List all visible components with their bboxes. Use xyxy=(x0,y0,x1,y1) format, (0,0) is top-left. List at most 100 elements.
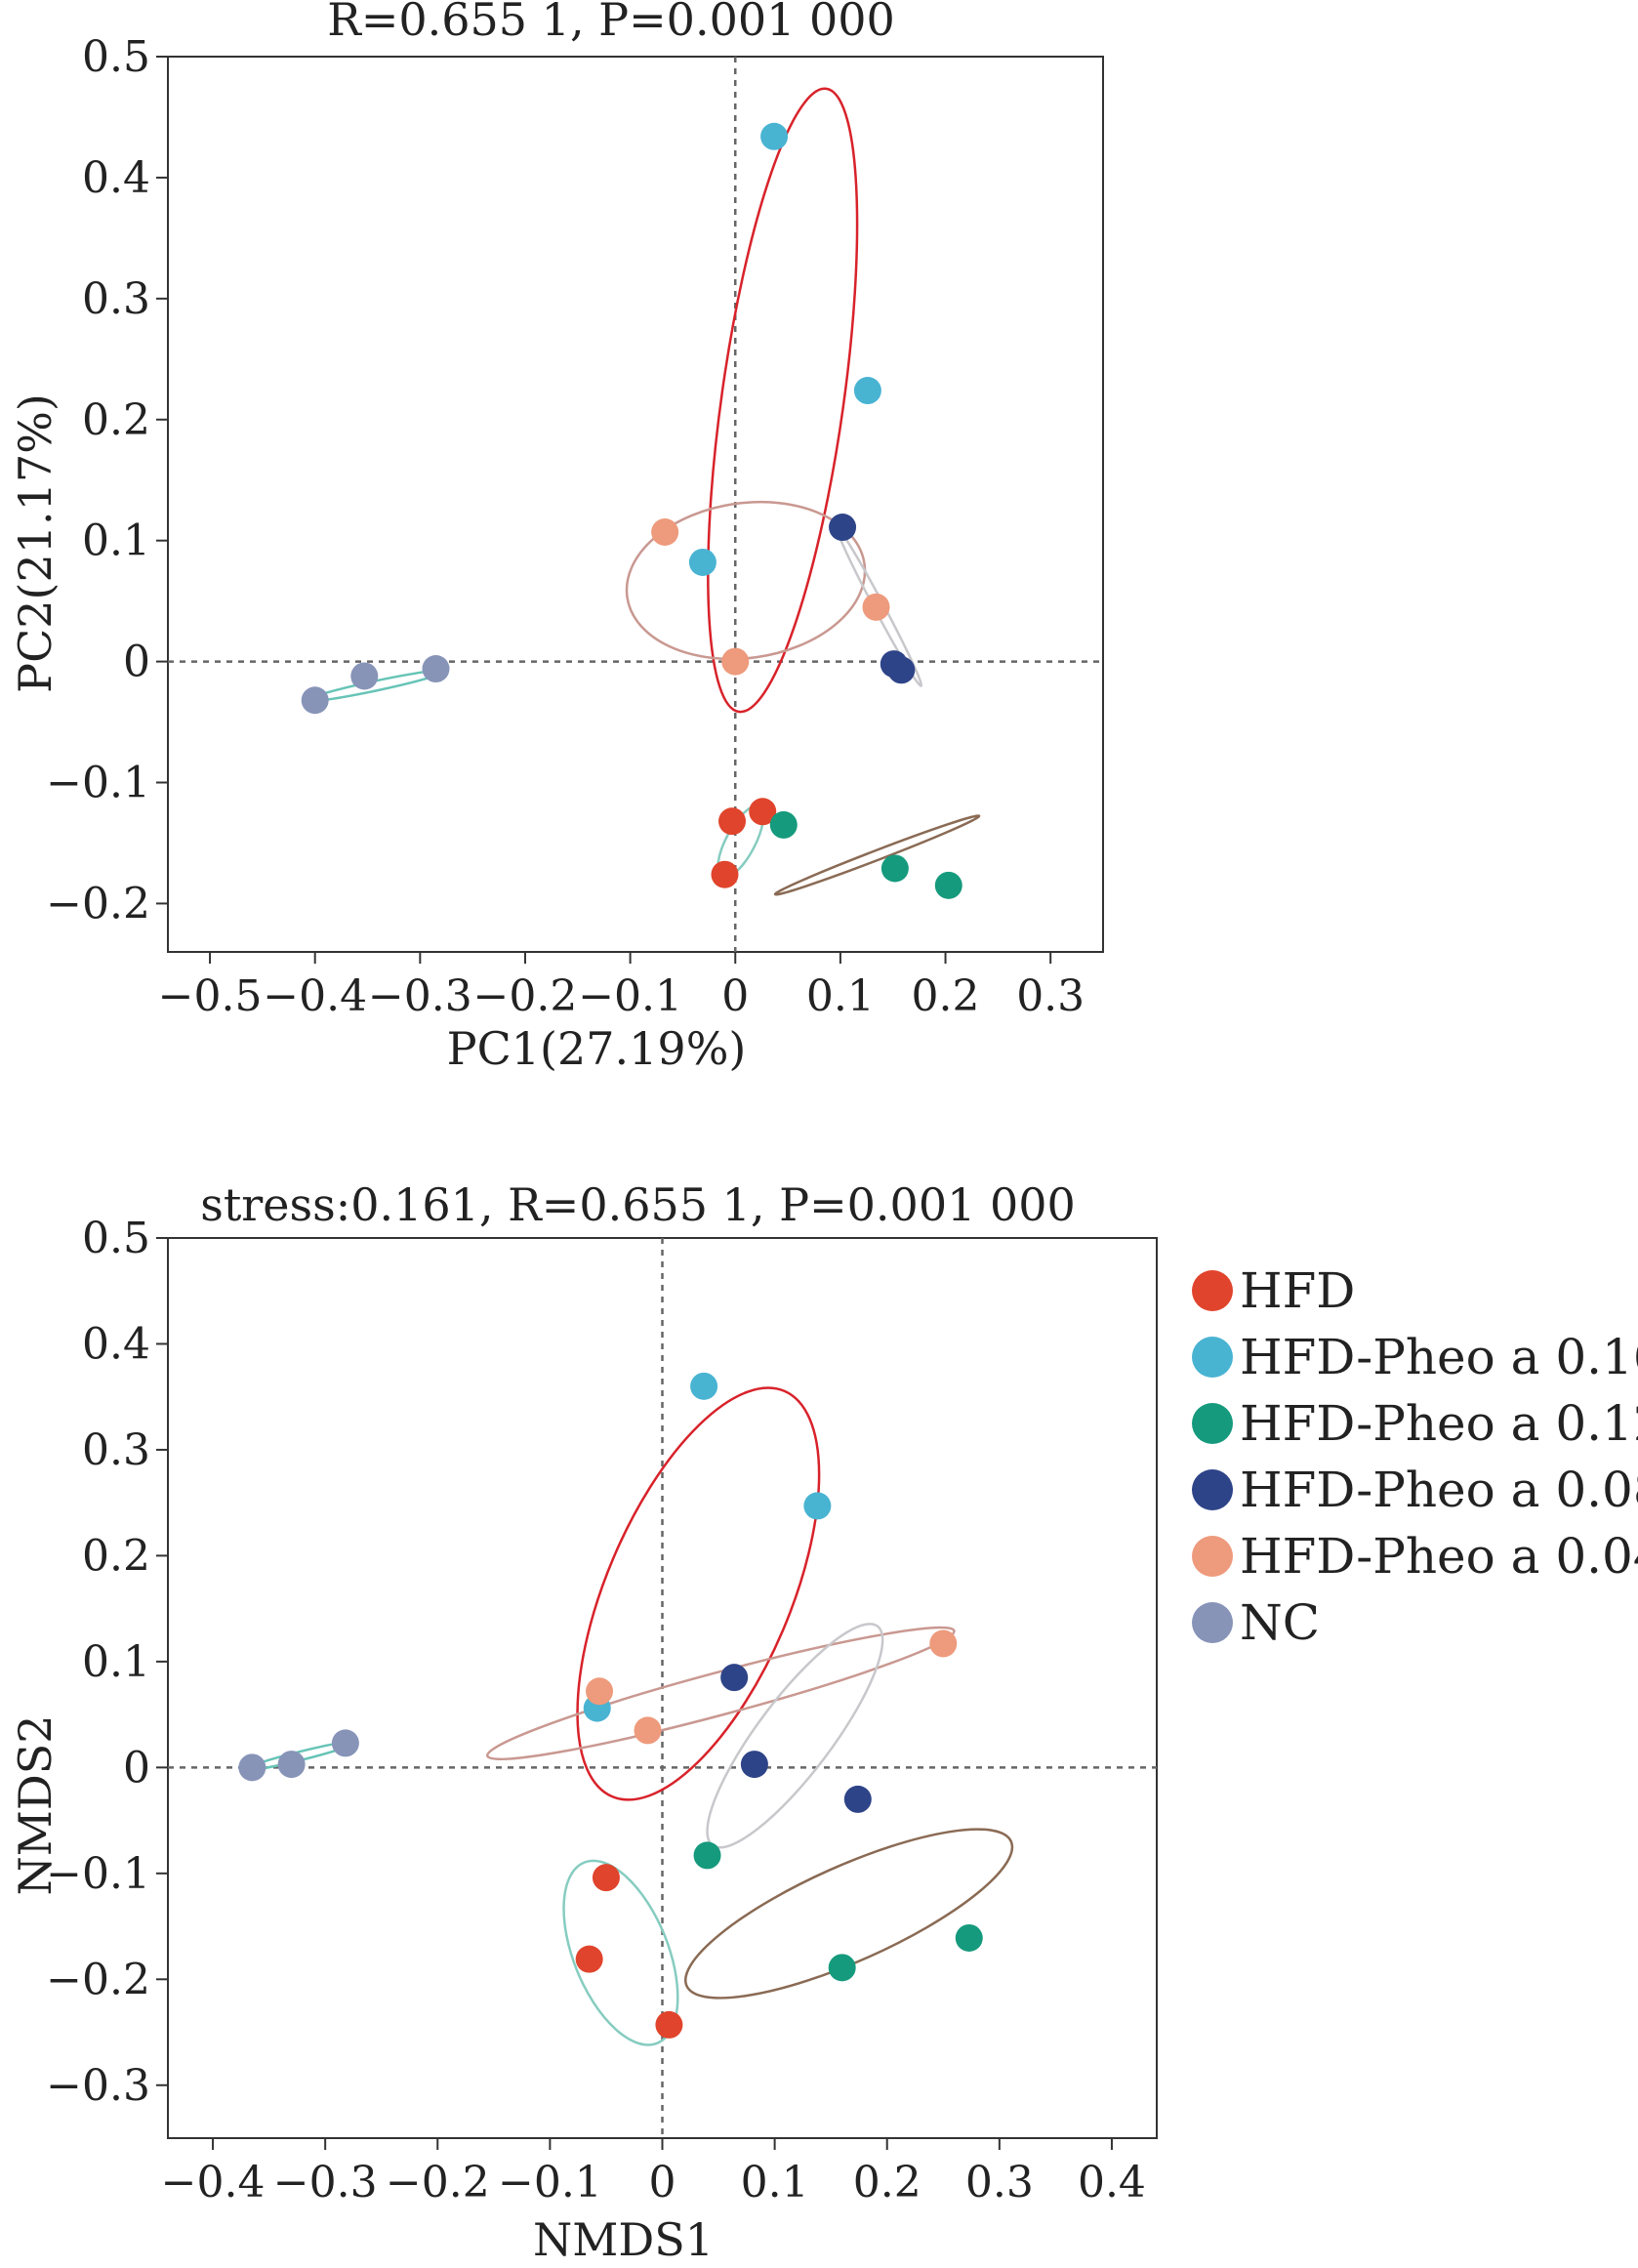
legend-swatch xyxy=(1192,1337,1233,1378)
confidence-ellipse xyxy=(562,1859,679,2046)
data-point xyxy=(655,2010,683,2039)
y-axis-title: PC2(21.17%) xyxy=(9,393,61,693)
x-axis-title: PC1(27.19%) xyxy=(447,1022,747,1075)
y-tick-label: 0.3 xyxy=(82,274,150,324)
data-point xyxy=(749,798,777,826)
data-point xyxy=(651,518,679,547)
y-tick-label: 0 xyxy=(123,638,150,687)
x-tick-label: 0.2 xyxy=(853,2158,921,2207)
confidence-ellipse xyxy=(576,1386,821,1801)
data-point xyxy=(880,854,909,883)
x-tick-label: 0.4 xyxy=(1078,2158,1146,2207)
plot-frame xyxy=(167,56,1104,953)
y-tick-label: 0.5 xyxy=(82,32,150,82)
y-tick-label: 0.2 xyxy=(82,395,150,445)
x-tick-label: 0 xyxy=(649,2158,676,2207)
data-point xyxy=(760,122,789,150)
data-point xyxy=(740,1751,768,1779)
legend-swatch xyxy=(1192,1270,1233,1311)
data-point xyxy=(929,1629,958,1658)
data-point xyxy=(769,810,798,839)
data-point xyxy=(829,514,857,542)
data-point xyxy=(634,1716,662,1745)
confidence-ellipse xyxy=(773,814,981,896)
confidence-ellipse xyxy=(485,1626,956,1761)
x-tick-label: 0.3 xyxy=(965,2158,1034,2207)
legend-label: HFD-Pheo a 0.04 xyxy=(1240,1528,1638,1585)
data-point xyxy=(803,1492,832,1520)
x-tick-label: 0.1 xyxy=(806,971,875,1021)
legend-label: HFD-Pheo a 0.16 xyxy=(1240,1329,1638,1385)
x-tick-label: −0.4 xyxy=(161,2158,266,2207)
y-tick-label: 0.2 xyxy=(82,1531,150,1581)
y-tick-label: −0.2 xyxy=(46,1955,150,2004)
confidence-ellipse xyxy=(706,1623,884,1849)
data-point xyxy=(934,871,962,899)
y-axis-title: NMDS2 xyxy=(9,1714,61,1895)
x-tick-label: 0 xyxy=(721,971,749,1021)
legend-swatch xyxy=(1192,1536,1233,1577)
legend-swatch xyxy=(1192,1602,1233,1643)
data-point xyxy=(586,1677,614,1706)
data-point xyxy=(238,1753,266,1782)
data-point xyxy=(688,548,717,576)
x-tick-label: −0.3 xyxy=(368,971,472,1021)
data-point xyxy=(843,1785,872,1813)
data-point xyxy=(690,1372,718,1400)
data-point xyxy=(331,1729,359,1757)
x-tick-label: −0.5 xyxy=(158,971,263,1021)
legend-label: HFD-Pheo a 0.12 xyxy=(1240,1395,1638,1452)
chart-title: stress:0.161, R=0.655 1, P=0.001 000 xyxy=(200,1178,1076,1231)
x-tick-label: 0.3 xyxy=(1016,971,1085,1021)
data-point xyxy=(955,1923,983,1952)
confidence-ellipse xyxy=(684,1828,1014,2000)
data-point xyxy=(575,1945,603,1973)
confidence-ellipse xyxy=(707,87,859,714)
x-tick-label: −0.1 xyxy=(498,2158,602,2207)
x-tick-label: −0.1 xyxy=(578,971,682,1021)
nmds-chart: −0.4 −0.3 −0.2 −0.1 0 0.1 0.2 0.3 0.40.50.40.30.… xyxy=(9,1178,1158,2266)
x-axis-title: NMDS1 xyxy=(533,2213,714,2263)
data-point xyxy=(592,1864,620,1892)
y-tick-label: −0.1 xyxy=(46,1849,150,1899)
data-point xyxy=(693,1841,721,1870)
y-tick-label: 0.1 xyxy=(82,516,150,566)
data-point xyxy=(711,860,739,888)
data-point xyxy=(853,377,881,405)
y-tick-label: 0 xyxy=(123,1743,150,1793)
legend: HFD HFD-Pheo a 0.16 HFD-Pheo a 0.12 HFD-Phe… xyxy=(1192,1262,1638,1651)
data-point xyxy=(718,807,747,836)
y-tick-label: −0.2 xyxy=(46,879,150,928)
legend-swatch xyxy=(1192,1469,1233,1510)
legend-swatch xyxy=(1192,1403,1233,1444)
legend-label: HFD-Pheo a 0.08 xyxy=(1240,1462,1638,1518)
x-tick-label: −0.2 xyxy=(473,971,578,1021)
data-point xyxy=(721,647,750,676)
x-tick-label: 0.2 xyxy=(912,971,980,1021)
x-tick-label: 0.1 xyxy=(741,2158,809,2207)
y-tick-label: −0.3 xyxy=(46,2061,150,2111)
data-point xyxy=(720,1664,749,1692)
legend-label: HFD xyxy=(1240,1262,1355,1319)
data-point xyxy=(887,656,916,684)
y-tick-label: 0.4 xyxy=(82,153,150,203)
chart-title: R=0.655 1, P=0.001 000 xyxy=(327,0,895,46)
y-tick-label: −0.1 xyxy=(46,759,150,808)
legend-label: NC xyxy=(1240,1594,1320,1651)
y-tick-label: 0.5 xyxy=(82,1214,150,1263)
x-tick-label: −0.4 xyxy=(263,971,367,1021)
data-point xyxy=(828,1954,856,1982)
data-point xyxy=(277,1751,306,1779)
y-tick-label: 0.1 xyxy=(82,1637,150,1687)
y-tick-label: 0.3 xyxy=(82,1425,150,1475)
data-point xyxy=(862,593,890,621)
y-tick-label: 0.4 xyxy=(82,1319,150,1369)
data-point xyxy=(422,655,450,683)
x-tick-label: −0.2 xyxy=(386,2158,490,2207)
x-tick-label: −0.3 xyxy=(273,2158,378,2207)
data-point xyxy=(301,686,329,715)
data-point xyxy=(350,662,379,690)
pcoa-chart: −0.5 −0.4 −0.3 −0.2 −0.1 0 0.1 0.2 0.30.50.40.30… xyxy=(9,0,1104,1075)
